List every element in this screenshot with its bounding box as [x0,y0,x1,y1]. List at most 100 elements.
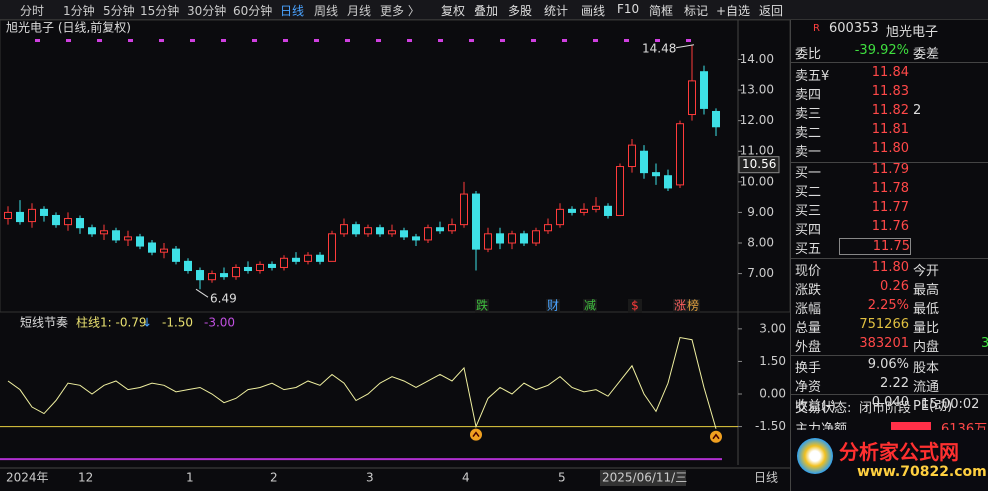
y-tick-label: 1.50 [759,354,786,368]
row-value: 11.80 [871,260,909,275]
candle-body [556,208,564,226]
tool-button[interactable]: 叠加 [474,4,499,18]
candle-body [292,257,300,262]
pane-border [0,19,790,313]
candle-body [280,257,288,268]
buy-signal [710,430,722,443]
period-tab[interactable]: 60分钟 [233,4,273,18]
candle-body [460,193,468,226]
row-label: 净资 [795,380,822,395]
row-value: 11.79 [871,162,909,177]
event-marker: 减 [584,299,596,313]
row-value: 2.22 [880,376,909,391]
candle-body [436,227,444,232]
candle-body [376,227,384,235]
candle-body [412,236,420,241]
candle-body [52,214,60,226]
event-box [583,299,597,313]
period-tab[interactable]: 30分钟 [187,4,227,18]
y-tick-label: 8.00 [747,236,774,250]
tool-button[interactable]: F10 [617,2,640,16]
buy-signal-arrow [712,433,720,440]
low-label: 6.49 [210,292,237,306]
candle-body [544,224,552,232]
signal-dot [531,39,536,42]
signal-dot [159,39,164,42]
x-tick-label: 2025/06/11/三 [602,471,687,485]
candle-body [664,175,672,189]
divider [791,62,988,63]
current-price-box [738,156,780,174]
signal-dot [438,39,443,42]
indicator-level1: -1.50 [162,316,193,330]
row-value: 0.26 [880,279,909,294]
candle-body [700,71,708,109]
candle-body [604,205,612,216]
period-tab[interactable]: 周线 [314,4,339,18]
tool-button[interactable]: 简框 [649,4,674,18]
candle-body [640,150,648,174]
row-label: 卖一 [795,145,822,160]
y-tick-label: 3.00 [759,321,786,335]
event-box [475,299,489,313]
tool-button[interactable]: 返回 [759,4,784,18]
candle-body [616,166,624,216]
period-tab[interactable]: 月线 [347,4,372,18]
event-box [628,299,642,313]
row-label: 买三 [795,204,822,219]
event-marker: 榜 [687,298,699,313]
signal-dot [655,39,660,42]
date-cursor-box [600,470,686,486]
candle-body [112,230,120,241]
event-marker: 涨 [674,298,686,313]
tool-button[interactable]: 标记 [684,4,709,18]
candle-body [16,211,24,223]
row-label: 卖四 [795,88,822,103]
row-label: 涨幅 [795,302,822,317]
y-tick-label: 0.00 [759,387,786,401]
tool-button[interactable]: 统计 [544,4,569,18]
period-tab[interactable]: 15分钟 [140,4,180,18]
status-label: 交易状态: [795,401,852,416]
candle-body [328,233,336,262]
candle-body [340,224,348,235]
candle-body [244,266,252,272]
period-tab[interactable]: 分时 [20,4,45,18]
candle-body [268,263,276,268]
candle-body [76,218,84,229]
tool-button[interactable]: 多股 [508,4,533,18]
candle-body [172,248,180,262]
tool-button[interactable]: 画线 [581,4,606,18]
row-label-2: 内盘 [913,340,940,355]
candle-body [652,172,660,177]
row-extra: 3 [981,336,988,351]
watermark-name: 分析家公式网 [839,440,959,464]
row-label-2: 量比 [913,321,940,336]
candle-body [676,123,684,186]
y-tick-label: 10.00 [740,174,774,188]
watermark-url: www.70822.com [857,464,987,480]
row-label: 卖二 [795,126,822,141]
row-label-2: 最高 [913,283,940,298]
x-tick-label: 3 [366,471,374,485]
candle-body [568,208,576,213]
row-label: 收益(-) [795,399,836,414]
period-tab[interactable]: 日线 [280,4,305,18]
buy-signal [470,428,482,441]
x-tick-label: 5 [558,471,566,485]
indicator-arrow: ↓ [142,316,152,330]
period-tab[interactable]: 5分钟 [103,4,135,18]
candle-body [424,227,432,241]
period-tab[interactable]: 更多 〉 [380,4,420,18]
row-label: 外盘 [795,340,822,355]
candle-body [208,273,216,281]
tool-button[interactable]: 复权 [441,4,466,18]
chart-title: 旭光电子 (日线,前复权) [6,20,131,35]
low-pointer [195,288,209,298]
signal-dot [283,39,288,42]
candle-body [220,273,228,278]
tool-button[interactable]: +自选 [716,4,751,18]
period-tab[interactable]: 1分钟 [63,4,95,18]
indicator-level2: -3.00 [204,316,235,330]
